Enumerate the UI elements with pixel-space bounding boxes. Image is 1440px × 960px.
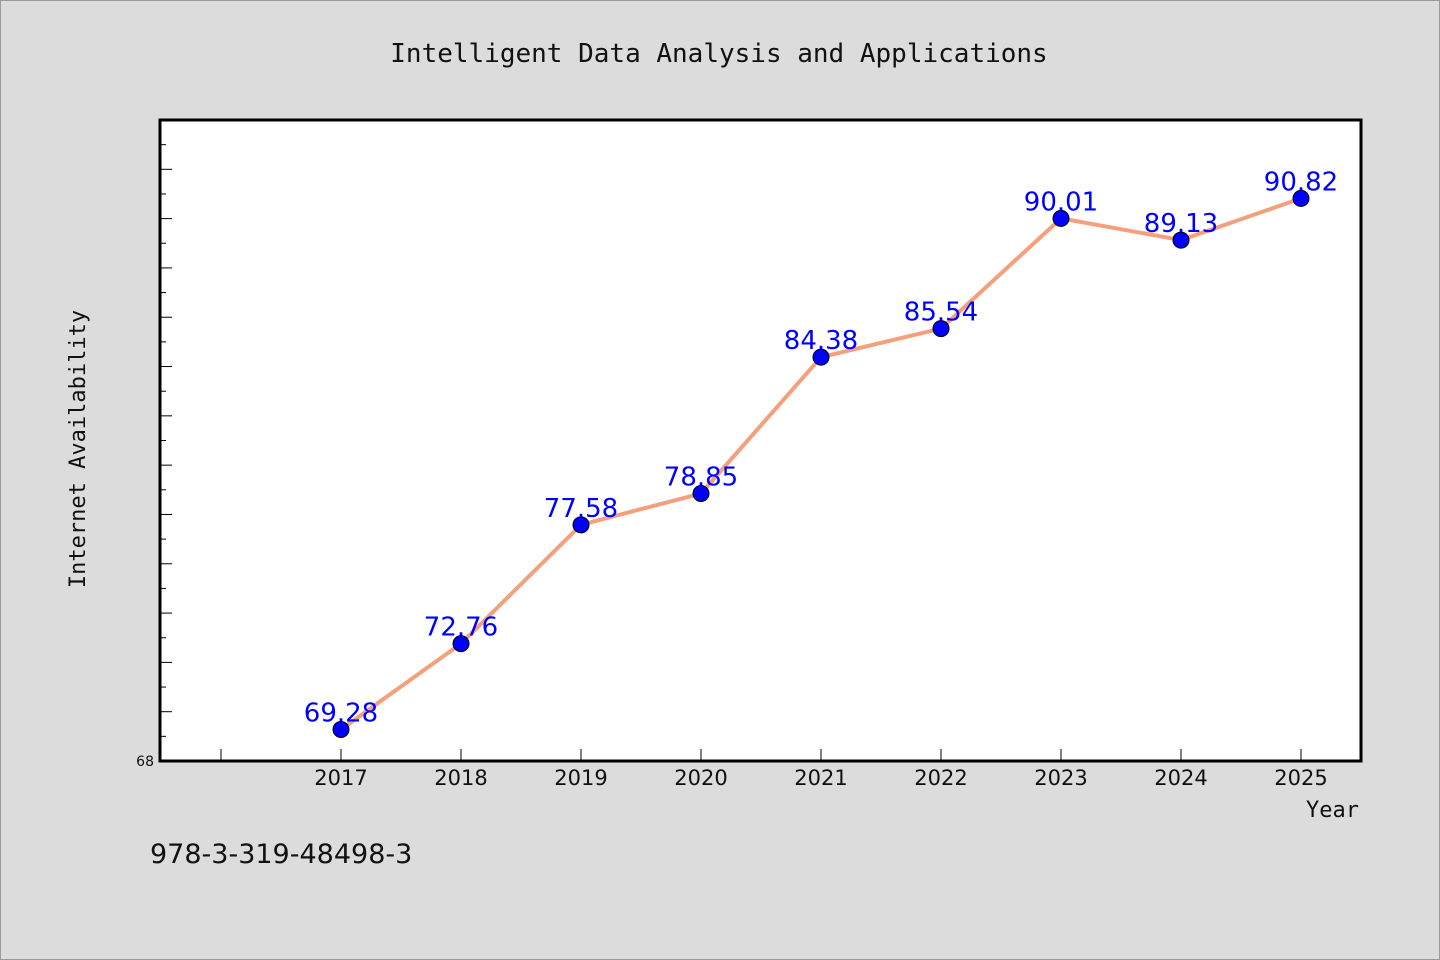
x-tick-label: 2020 xyxy=(674,766,727,790)
data-label: 85.54 xyxy=(904,298,978,328)
data-point xyxy=(932,320,950,338)
x-tick-label: 2025 xyxy=(1274,766,1327,790)
x-tick-label: 2019 xyxy=(554,766,607,790)
data-label: 84.38 xyxy=(784,326,858,356)
y-axis-label: Internet Availability xyxy=(66,310,91,588)
data-point xyxy=(572,516,590,534)
plot-area xyxy=(158,118,1363,763)
data-label: 90.01 xyxy=(1024,187,1098,217)
data-label: 90.82 xyxy=(1264,167,1338,197)
series-layer: 69.28 72.76 77.58 78.85 84.38 85.54 90.01 89.13… xyxy=(304,167,1338,738)
x-tick-label: 2018 xyxy=(434,766,487,790)
x-tick-label: 2017 xyxy=(314,766,367,790)
chart-title: Intelligent Data Analysis and Applicatio… xyxy=(390,39,1047,69)
data-point xyxy=(452,635,470,653)
x-tick-label: 2024 xyxy=(1154,766,1207,790)
data-label: 89.13 xyxy=(1144,209,1218,239)
data-point xyxy=(812,348,830,366)
data-point xyxy=(332,720,350,738)
x-axis-ticks: 2017 2018 2019 2020 2021 2022 2023 2024 2025 xyxy=(220,749,1328,790)
data-point xyxy=(1172,231,1190,249)
isbn-annotation: 978-3-319-48498-3 xyxy=(150,839,412,870)
data-label: 78.85 xyxy=(664,463,738,493)
data-point xyxy=(692,485,710,503)
x-tick-label: 2022 xyxy=(914,766,967,790)
data-label: 77.58 xyxy=(544,494,618,524)
y-tick-label: 68 xyxy=(136,754,154,770)
data-label: 72.76 xyxy=(424,613,498,643)
data-point xyxy=(1052,209,1070,227)
y-axis-ticks: 68 xyxy=(136,144,172,770)
data-label: 69.28 xyxy=(304,698,378,728)
x-axis-label: Year xyxy=(1306,798,1359,823)
x-tick-label: 2021 xyxy=(794,766,847,790)
data-point xyxy=(1292,189,1310,207)
x-tick-label: 2023 xyxy=(1034,766,1087,790)
